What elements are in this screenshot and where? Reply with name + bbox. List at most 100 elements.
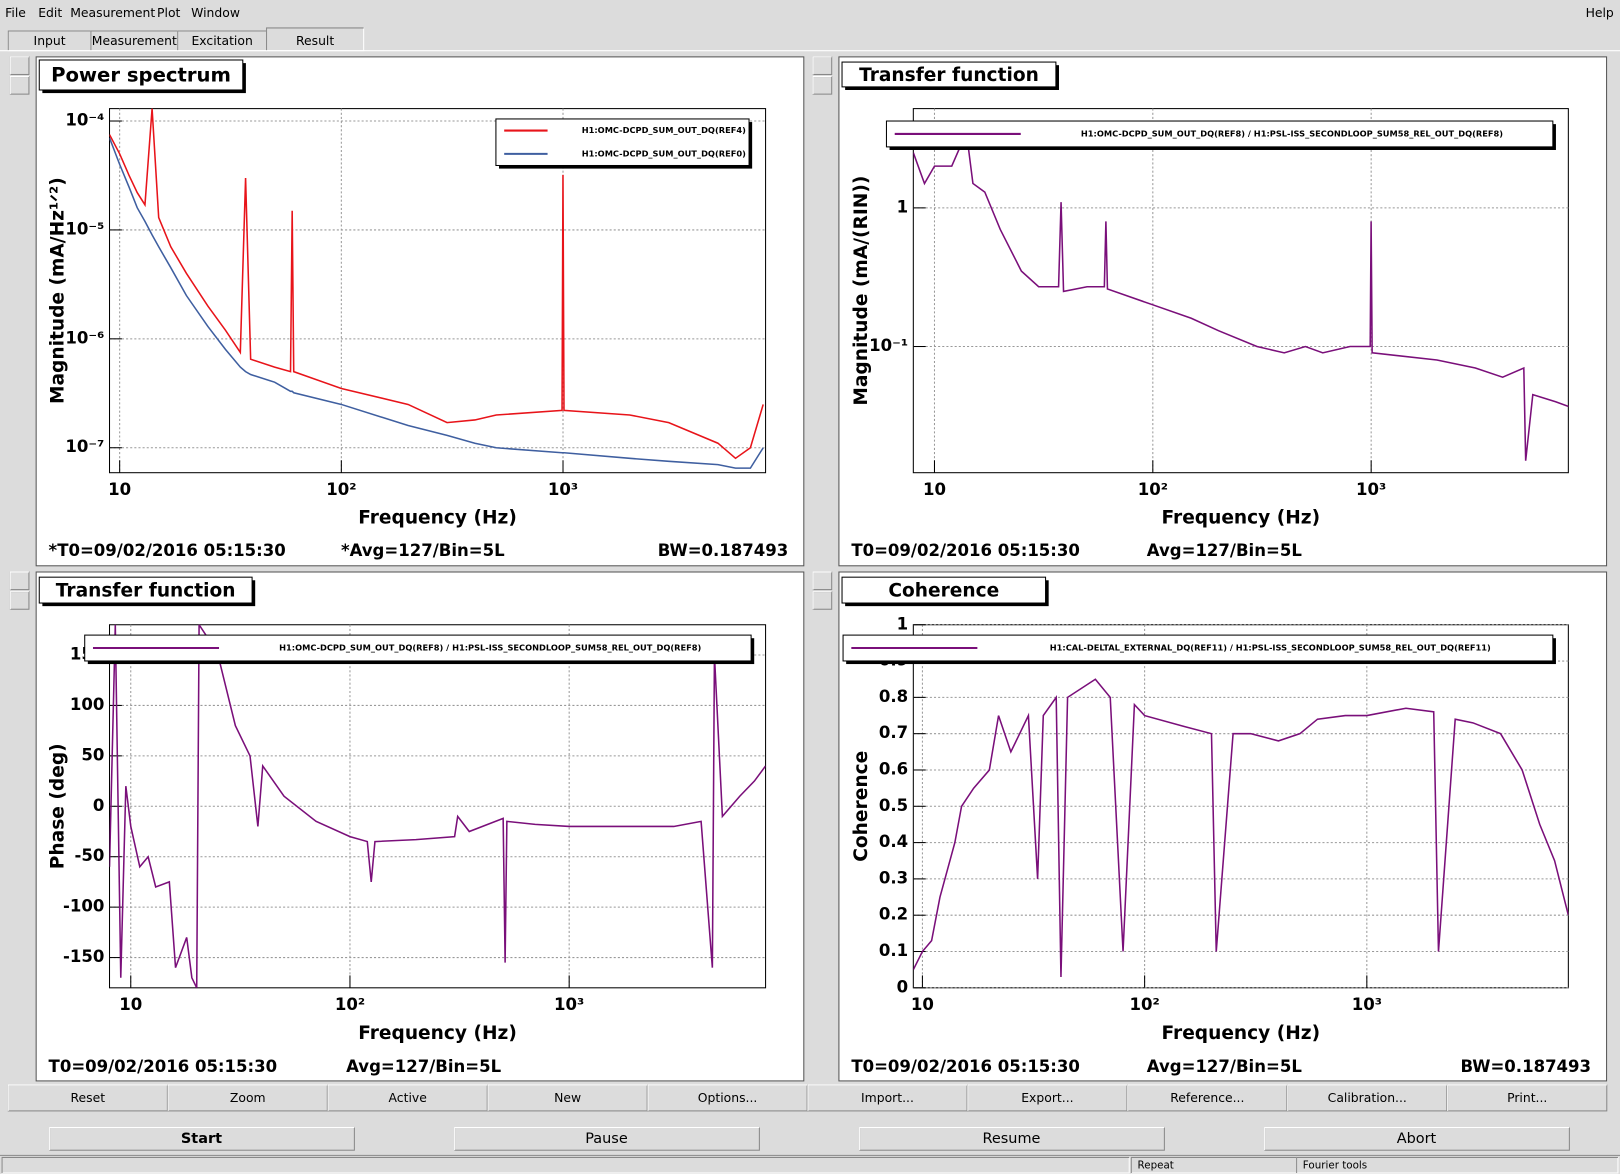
tab-label[interactable]: Measurement [92, 33, 177, 48]
footer-bw: BW=0.187493 [658, 541, 789, 560]
scroll-up[interactable] [812, 571, 833, 591]
x-axis-label: Frequency (Hz) [358, 508, 517, 529]
control-label[interactable]: Pause [585, 1131, 628, 1147]
toolbar-label[interactable]: Zoom [230, 1090, 266, 1105]
series-line [913, 678, 1569, 977]
scroll-down[interactable] [9, 76, 30, 95]
toolbar-button-edge [167, 1084, 328, 1111]
toolbar-button[interactable] [807, 1084, 968, 1112]
toolbar-button-edge [1447, 1084, 1607, 1111]
status-label: Repeat [1138, 1160, 1174, 1172]
toolbar-button-edge [967, 1084, 1127, 1111]
toolbar-label[interactable]: Active [389, 1090, 427, 1105]
y-tick-label: 1 [897, 197, 909, 216]
toolbar-label[interactable]: Export... [1021, 1090, 1073, 1105]
y-tick-label: -50 [74, 846, 104, 865]
toolbar-button-edge [807, 1084, 968, 1111]
footer-avg: *Avg=127/Bin=5L [341, 541, 505, 560]
toolbar-label[interactable]: Print... [1507, 1090, 1547, 1105]
y-tick-label: 0.2 [879, 905, 908, 924]
toolbar-label[interactable]: Import... [861, 1090, 914, 1105]
legend-label: H1:OMC-DCPD_SUM_OUT_DQ(REF8) / H1:PSL-IS… [279, 643, 701, 653]
scroll-down-edge [9, 76, 29, 95]
menu-item[interactable]: Window [191, 5, 240, 20]
menu-item[interactable]: Edit [38, 5, 62, 20]
y-axis-label: Phase (deg) [47, 743, 68, 869]
x-tick-label: 10² [326, 480, 356, 499]
scroll-up-edge [9, 56, 29, 75]
y-axis-label: Magnitude (mA/Hz¹ᐟ²) [47, 177, 68, 404]
y-tick-label: 0.4 [879, 832, 908, 851]
scroll-down[interactable] [812, 76, 833, 95]
x-tick-label: 10³ [1356, 480, 1386, 499]
series-line [109, 108, 764, 460]
toolbar-button[interactable] [967, 1084, 1128, 1112]
footer-avg: Avg=127/Bin=5L [1147, 541, 1303, 560]
x-tick-label: 10 [119, 995, 142, 1014]
tab-label[interactable]: Result [296, 33, 334, 48]
x-tick-label: 10³ [554, 995, 584, 1014]
toolbar-label[interactable]: New [554, 1090, 581, 1105]
toolbar-label[interactable]: Reset [71, 1090, 106, 1105]
series-line [109, 624, 766, 988]
y-tick-label: 0.3 [879, 868, 908, 887]
legend-label: H1:CAL-DELTAL_EXTERNAL_DQ(REF11) / H1:PS… [1050, 643, 1491, 653]
y-tick-label: 10⁻⁶ [65, 328, 104, 347]
legend-label: H1:OMC-DCPD_SUM_OUT_DQ(REF4) [582, 125, 746, 135]
plot-area [912, 108, 1569, 474]
x-axis-label: Frequency (Hz) [358, 1023, 517, 1044]
footer-t0: T0=09/02/2016 05:15:30 [49, 1057, 278, 1076]
toolbar-button[interactable] [1127, 1084, 1288, 1112]
scroll-up[interactable] [812, 56, 833, 75]
footer-t0: T0=09/02/2016 05:15:30 [851, 541, 1080, 560]
scroll-down[interactable] [812, 591, 833, 610]
control-button-edge [1264, 1126, 1570, 1151]
control-label[interactable]: Abort [1397, 1131, 1437, 1147]
y-tick-label: 0.8 [879, 687, 908, 706]
footer-bw: BW=0.187493 [1461, 1057, 1592, 1076]
toolbar-button[interactable] [1447, 1084, 1608, 1112]
chart-title: Transfer function [56, 581, 236, 602]
control-label[interactable]: Resume [982, 1131, 1040, 1147]
toolbar-button-edge [1127, 1084, 1287, 1111]
y-tick-label: 50 [81, 745, 104, 764]
menu-item[interactable]: File [5, 5, 26, 20]
scroll-up-edge [812, 56, 832, 75]
menu-help[interactable]: Help [1586, 5, 1614, 20]
x-tick-label: 10³ [1352, 995, 1382, 1014]
control-button-edge [454, 1126, 760, 1151]
scroll-up[interactable] [9, 56, 30, 75]
scroll-up[interactable] [9, 571, 30, 591]
y-axis-label: Magnitude (mA/(RIN)) [851, 176, 872, 406]
tab-label[interactable]: Input [34, 33, 66, 48]
chart-title: Coherence [888, 581, 999, 602]
y-tick-label: 10⁻⁵ [65, 219, 104, 238]
toolbar-label[interactable]: Calibration... [1328, 1090, 1407, 1105]
tab-edge [266, 27, 364, 51]
y-tick-label: 0 [897, 977, 909, 996]
tab-edge [90, 30, 178, 51]
tab-edge [7, 30, 91, 51]
control-button-edge [859, 1126, 1165, 1151]
toolbar-button[interactable] [327, 1084, 488, 1112]
status-field [1, 1156, 1130, 1174]
control-label[interactable]: Start [181, 1131, 222, 1147]
menu-item[interactable]: Measurement [70, 5, 155, 20]
scroll-down[interactable] [9, 591, 30, 610]
menu-item[interactable]: Plot [157, 5, 180, 20]
toolbar-button[interactable] [647, 1084, 808, 1112]
plot-area [108, 108, 767, 474]
x-axis-label: Frequency (Hz) [1162, 508, 1321, 529]
toolbar-label[interactable]: Reference... [1170, 1090, 1244, 1105]
legend-label: H1:OMC-DCPD_SUM_OUT_DQ(REF8) / H1:PSL-IS… [1081, 128, 1503, 138]
y-tick-label: 0 [93, 796, 105, 815]
title-box [38, 59, 244, 91]
x-tick-label: 10² [335, 995, 365, 1014]
toolbar-label[interactable]: Options... [698, 1090, 758, 1105]
footer-t0: *T0=09/02/2016 05:15:30 [49, 541, 286, 560]
y-tick-label: 10⁻⁴ [65, 111, 104, 130]
tab-label[interactable]: Excitation [191, 33, 252, 48]
y-tick-label: 0.1 [879, 941, 908, 960]
control-button-edge [49, 1126, 355, 1151]
status-field-edge [1296, 1156, 1618, 1173]
